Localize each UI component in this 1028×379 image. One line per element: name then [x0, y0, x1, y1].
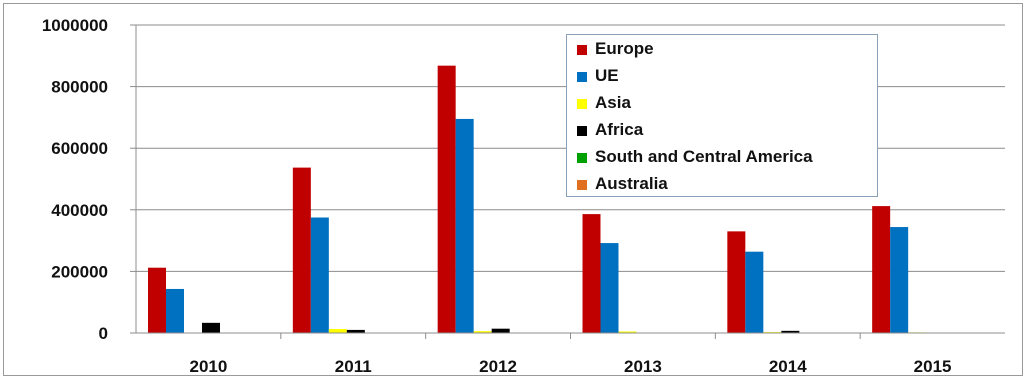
legend-swatch	[577, 180, 587, 190]
legend-swatch	[577, 72, 587, 82]
y-tick-label: 200000	[51, 262, 108, 281]
legend-label: Africa	[595, 120, 644, 139]
tick-labels: 0 200000 400000 600000 800000 1000000 2010 2011…	[42, 16, 952, 376]
bar-europe-2013	[582, 214, 601, 333]
axes	[130, 24, 1005, 339]
bar-ue-2012	[455, 118, 474, 333]
bar-ue-2014	[745, 251, 764, 333]
legend-swatch	[577, 126, 587, 136]
bar-africa-2011	[346, 329, 365, 333]
y-tick-label: 800000	[51, 78, 108, 97]
x-tick-label: 2010	[190, 357, 228, 376]
bar-europe-2014	[727, 231, 746, 333]
legend-item: UE	[567, 64, 877, 91]
bar-ue-2015	[890, 227, 909, 333]
legend-swatch	[577, 99, 587, 109]
x-tick-label: 2013	[624, 357, 662, 376]
legend-label: Asia	[595, 93, 631, 112]
gridlines	[136, 24, 1005, 272]
legend-swatch	[577, 45, 587, 55]
bar-ue-2011	[310, 217, 329, 333]
legend-item: Asia	[567, 91, 877, 118]
y-tick-label: 0	[99, 324, 108, 343]
bar-ue-2010	[166, 288, 184, 333]
legend-swatch	[577, 153, 587, 163]
bar-africa-2014	[781, 330, 800, 333]
legend-item: South and Central America	[567, 145, 877, 172]
bar-asia-2012	[473, 331, 492, 333]
y-tick-label: 600000	[51, 139, 108, 158]
legend-label: Europe	[595, 39, 654, 58]
bars	[148, 65, 927, 333]
legend-item: Europe	[567, 37, 877, 64]
y-tick-label: 1000000	[42, 16, 108, 35]
legend: Europe UE Asia Africa South and Central Amer…	[566, 34, 878, 197]
x-tick-label: 2011	[335, 357, 372, 376]
bar-europe-2015	[872, 206, 891, 333]
bar-europe-2010	[148, 267, 166, 333]
legend-label: Australia	[595, 174, 668, 193]
bar-africa-2010	[202, 322, 220, 333]
y-tick-label: 400000	[51, 201, 108, 220]
bar-ue-2013	[600, 243, 619, 333]
bar-asia-2011	[328, 328, 347, 333]
x-tick-label: 2014	[769, 357, 807, 376]
x-tick-label: 2015	[914, 357, 952, 376]
bar-asia-2013	[618, 331, 637, 333]
legend-label: UE	[595, 66, 619, 85]
x-tick-label: 2012	[479, 357, 517, 376]
bar-europe-2012	[437, 65, 456, 333]
bar-europe-2011	[292, 167, 311, 333]
bar-africa-2012	[491, 328, 510, 333]
legend-item: Australia	[567, 172, 877, 199]
legend-item: Africa	[567, 118, 877, 145]
legend-label: South and Central America	[595, 147, 813, 166]
